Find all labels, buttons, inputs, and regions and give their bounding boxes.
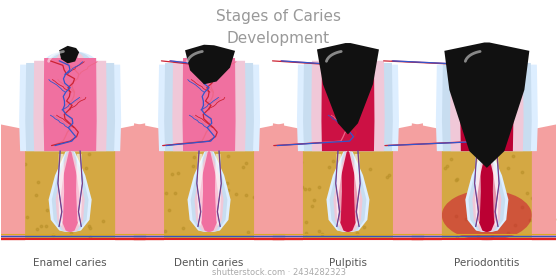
Polygon shape xyxy=(43,51,97,232)
Text: Periodontitis: Periodontitis xyxy=(454,258,520,268)
Polygon shape xyxy=(412,123,442,240)
Text: shutterstock.com · 2434282323: shutterstock.com · 2434282323 xyxy=(212,267,345,277)
Polygon shape xyxy=(354,154,360,226)
Polygon shape xyxy=(134,151,284,240)
Polygon shape xyxy=(19,51,121,232)
Polygon shape xyxy=(297,51,399,232)
Polygon shape xyxy=(317,43,379,134)
Polygon shape xyxy=(336,154,342,226)
Polygon shape xyxy=(134,123,164,240)
Polygon shape xyxy=(215,154,221,226)
Polygon shape xyxy=(460,51,514,232)
Polygon shape xyxy=(444,43,529,168)
Text: Stages of Caries: Stages of Caries xyxy=(216,9,341,24)
Polygon shape xyxy=(393,123,423,240)
Text: Development: Development xyxy=(227,31,330,46)
Polygon shape xyxy=(321,51,374,232)
Polygon shape xyxy=(185,45,235,84)
Polygon shape xyxy=(158,51,260,232)
Ellipse shape xyxy=(442,190,532,240)
Polygon shape xyxy=(76,154,82,226)
Polygon shape xyxy=(115,123,145,240)
Polygon shape xyxy=(33,51,107,232)
Polygon shape xyxy=(532,123,557,240)
Polygon shape xyxy=(183,51,236,232)
Polygon shape xyxy=(254,123,284,240)
Polygon shape xyxy=(311,51,385,232)
Polygon shape xyxy=(436,51,538,232)
Polygon shape xyxy=(493,154,499,226)
Text: Dentin caries: Dentin caries xyxy=(174,258,244,268)
Polygon shape xyxy=(475,154,481,226)
Polygon shape xyxy=(197,154,203,226)
Text: Enamel caries: Enamel caries xyxy=(33,258,107,268)
Polygon shape xyxy=(273,123,303,240)
Polygon shape xyxy=(450,51,524,232)
Polygon shape xyxy=(0,123,25,240)
Polygon shape xyxy=(59,46,79,63)
Polygon shape xyxy=(25,51,115,232)
Polygon shape xyxy=(303,51,393,232)
Polygon shape xyxy=(0,151,145,240)
Polygon shape xyxy=(58,154,64,226)
Polygon shape xyxy=(172,51,246,232)
Polygon shape xyxy=(412,151,557,240)
Polygon shape xyxy=(273,151,423,240)
Text: Pulpitis: Pulpitis xyxy=(329,258,367,268)
Polygon shape xyxy=(442,51,532,232)
Polygon shape xyxy=(164,51,254,232)
